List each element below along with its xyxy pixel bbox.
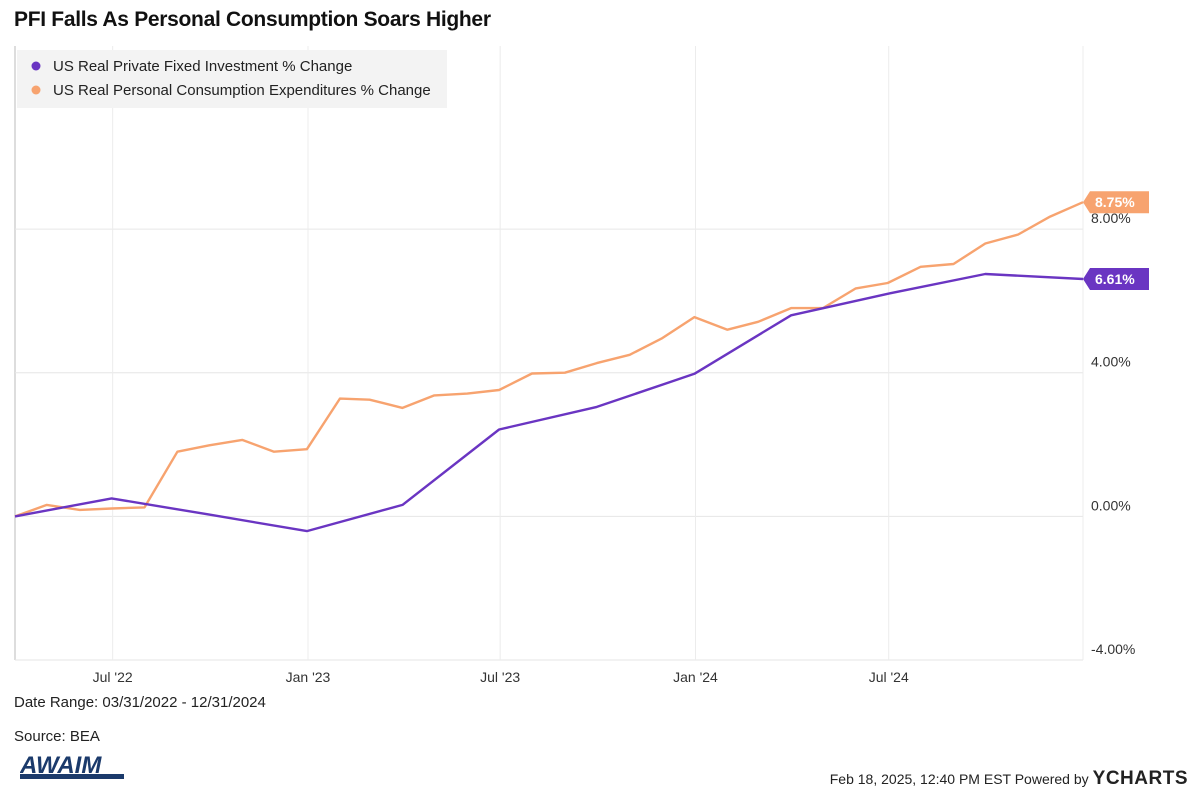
y-tick-label: -4.00% bbox=[1091, 641, 1135, 657]
last-value-badge bbox=[1083, 268, 1149, 291]
last-value-badges: 6.61% 8.75% bbox=[1083, 191, 1149, 291]
ycharts-logo: YCHARTS bbox=[1092, 768, 1188, 789]
source-text: Source: BEA bbox=[14, 728, 100, 745]
line-chart: 8.00%4.00%0.00%-4.00% Jul '22 Jan '23 Jul … bbox=[14, 46, 1149, 685]
awaim-logo: AWAIM bbox=[20, 752, 124, 779]
x-tick-label: Jul '24 bbox=[869, 669, 909, 685]
logo-text: AWAIM bbox=[20, 752, 102, 779]
legend-entry: US Real Private Fixed Investment % Chang… bbox=[53, 58, 352, 75]
series-line bbox=[14, 201, 1084, 518]
y-tick-label: 0.00% bbox=[1091, 497, 1131, 513]
x-tick-label: Jul '22 bbox=[93, 669, 133, 685]
last-value-label: 6.61% bbox=[1095, 271, 1135, 287]
series-lines bbox=[14, 201, 1084, 533]
x-tick-label: Jul '23 bbox=[480, 669, 520, 685]
x-tick-label: Jan '24 bbox=[673, 669, 718, 685]
date-range-text: Date Range: 03/31/2022 - 12/31/2024 bbox=[14, 694, 266, 711]
plot-area bbox=[14, 46, 1083, 661]
footer: Feb 18, 2025, 12:40 PM EST Powered by YC… bbox=[830, 768, 1188, 790]
gridlines bbox=[15, 46, 1084, 661]
legend: US Real Private Fixed Investment % Chang… bbox=[17, 50, 447, 108]
y-tick-label: 4.00% bbox=[1091, 354, 1131, 370]
footer-timestamp: Feb 18, 2025, 12:40 PM EST Powered by bbox=[829, 771, 1089, 787]
legend-marker bbox=[31, 85, 41, 95]
y-tick-label: 8.00% bbox=[1091, 210, 1131, 226]
y-axis: 8.00% 4.00% 0.00% -4.00% bbox=[1091, 210, 1135, 657]
last-value-label: 8.75% bbox=[1095, 194, 1135, 210]
x-axis: Jul '22 Jan '23 Jul '23 Jan '24 Jul '24 bbox=[93, 669, 909, 685]
chart-title: PFI Falls As Personal Consumption Soars … bbox=[14, 8, 491, 31]
legend-marker bbox=[31, 61, 41, 71]
legend-background bbox=[17, 50, 447, 108]
x-tick-label: Jan '23 bbox=[286, 669, 331, 685]
series-line bbox=[14, 272, 1084, 533]
last-value-badge bbox=[1083, 191, 1149, 214]
legend-entry: US Real Personal Consumption Expenditure… bbox=[53, 82, 431, 99]
